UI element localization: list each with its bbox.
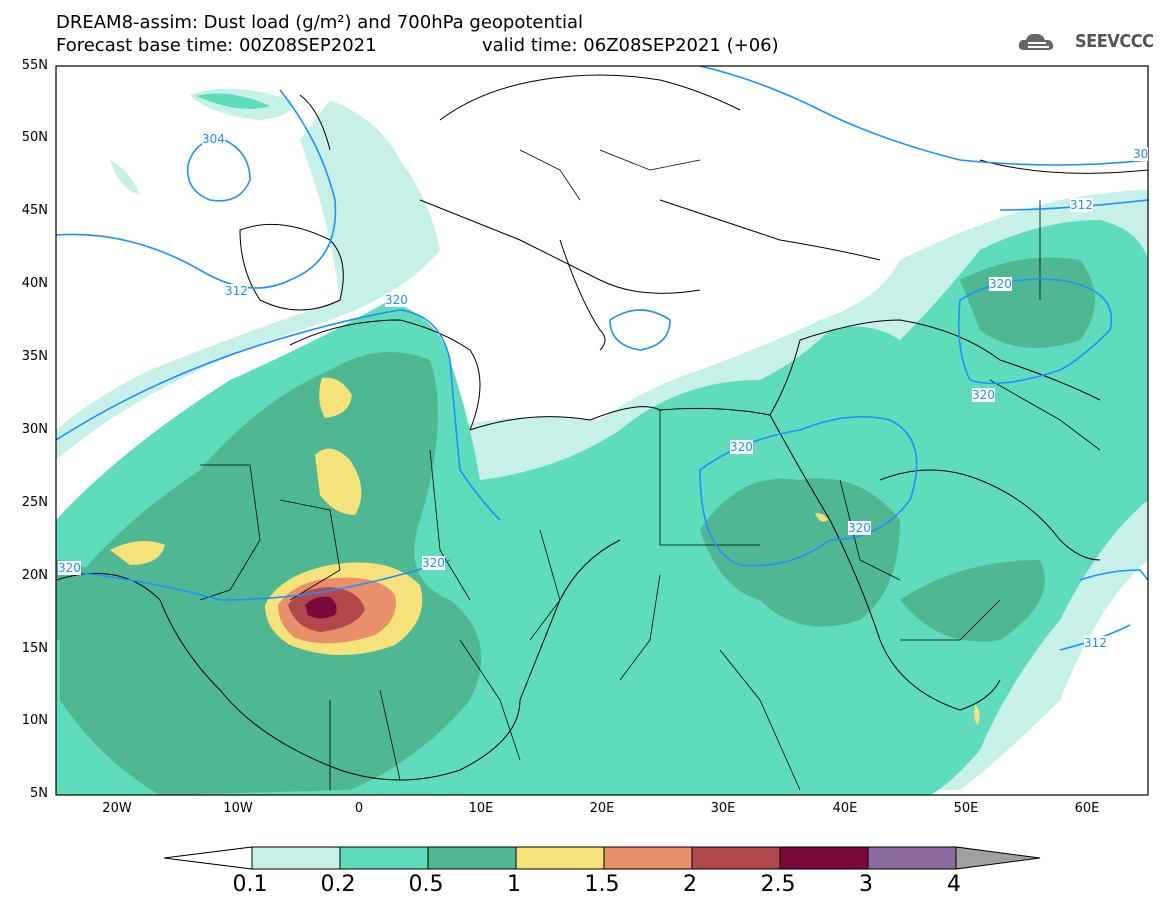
- contour-label: 30: [1133, 147, 1149, 161]
- contour-label: 304: [202, 132, 225, 146]
- lat-label: 5N: [30, 786, 48, 801]
- colorbar-tick: 1.5: [584, 872, 620, 897]
- contour-label: 312: [1070, 198, 1093, 212]
- colorbar-tick: 2.5: [760, 872, 796, 897]
- lat-label: 25N: [21, 495, 48, 510]
- contour-label: 320: [58, 561, 81, 575]
- cloud-icon: [1018, 33, 1054, 50]
- colorbar-tick: 0.5: [408, 872, 444, 897]
- lon-label: 40E: [832, 801, 858, 816]
- valid-time: valid time: 06Z08SEP2021 (+06): [482, 35, 779, 56]
- forecast-base-time: Forecast base time: 00Z08SEP2021: [56, 35, 377, 56]
- map-title: DREAM8-assim: Dust load (g/m²) and 700hP…: [56, 12, 583, 33]
- contour-label: 320: [730, 440, 753, 454]
- lat-label: 45N: [21, 203, 48, 218]
- lon-label: 10W: [223, 801, 253, 816]
- geopotential-contours: [56, 66, 1148, 651]
- lon-label: 60E: [1074, 801, 1100, 816]
- lon-label: 20W: [102, 801, 132, 816]
- lon-label: 20E: [589, 801, 615, 816]
- lat-label: 40N: [21, 276, 48, 291]
- lat-label: 55N: [21, 58, 48, 73]
- lat-label: 10N: [21, 713, 48, 728]
- colorbar-tick: 3: [859, 872, 873, 897]
- contour-label: 320: [989, 277, 1012, 291]
- contour-label: 320: [422, 556, 445, 570]
- colorbar-tick: 2: [683, 872, 697, 897]
- logo-text: SEEVCCC: [1075, 31, 1154, 52]
- contour-label: 320: [385, 293, 408, 307]
- colorbar-tick: 4: [947, 872, 961, 897]
- country-borders: [199, 149, 1101, 791]
- lat-label: 30N: [21, 422, 48, 437]
- colorbar-tick: 0.1: [232, 872, 268, 897]
- contour-label: 320: [848, 521, 871, 535]
- lat-label: 15N: [21, 641, 48, 656]
- colorbar-tick: 0.2: [320, 872, 356, 897]
- lon-label: 10E: [468, 801, 494, 816]
- dust-band-0.5: [56, 257, 1095, 795]
- contour-label: 320: [972, 388, 995, 402]
- lat-label: 35N: [21, 349, 48, 364]
- lon-label: 50E: [953, 801, 979, 816]
- contour-label: 312: [225, 284, 248, 298]
- contour-label: 312: [1084, 636, 1107, 650]
- colorbar-tick: 1: [507, 872, 521, 897]
- lon-label: 0: [354, 801, 364, 816]
- lat-label: 20N: [21, 568, 48, 583]
- dust-band-2.5: [305, 596, 337, 619]
- lon-label: 30E: [710, 801, 736, 816]
- lat-label: 50N: [21, 130, 48, 145]
